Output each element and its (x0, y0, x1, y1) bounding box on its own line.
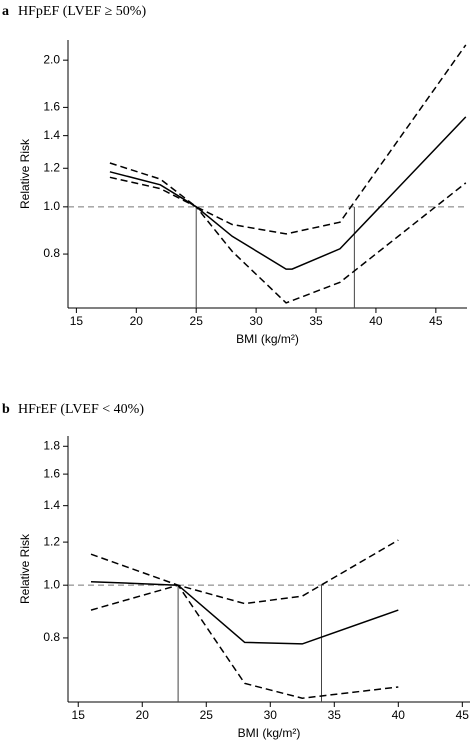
x-tick-label: 20 (136, 708, 150, 722)
x-tick-label: 30 (249, 314, 263, 328)
x-tick-label: 30 (264, 708, 278, 722)
y-tick-label: 1.0 (43, 199, 60, 213)
series-line (90, 539, 399, 605)
y-tick-label: 0.8 (43, 630, 60, 644)
y-tick-label: 1.2 (43, 160, 60, 174)
y-axis-label: Relative Risk (18, 138, 32, 209)
y-tick-label: 1.8 (43, 438, 60, 452)
x-tick-label: 45 (429, 314, 443, 328)
y-tick-label: 1.4 (43, 128, 60, 142)
series-line (109, 116, 467, 270)
x-tick-label: 40 (392, 708, 406, 722)
series-line (109, 44, 467, 235)
x-tick-label: 40 (369, 314, 383, 328)
series-line (90, 580, 399, 645)
x-tick-label: 35 (309, 314, 323, 328)
y-tick-label: 1.2 (43, 534, 60, 548)
x-axis-label: BMI (kg/m²) (238, 726, 301, 740)
y-tick-label: 1.6 (43, 100, 60, 114)
y-tick-label: 1.4 (43, 498, 60, 512)
y-tick-label: 1.0 (43, 577, 60, 591)
x-axis-label: BMI (kg/m²) (236, 332, 299, 346)
y-tick-label: 0.8 (43, 246, 60, 260)
x-tick-label: 35 (328, 708, 342, 722)
y-axis-label: Relative Risk (18, 533, 32, 604)
panel-title: HFrEF (LVEF < 40%) (18, 402, 144, 417)
panel-title: HFpEF (LVEF ≥ 50%) (18, 4, 146, 19)
series-line (90, 584, 399, 699)
y-tick-label: 1.6 (43, 466, 60, 480)
x-tick-label: 15 (72, 708, 86, 722)
panel-label: a (2, 4, 9, 19)
x-tick-label: 15 (70, 314, 84, 328)
x-tick-label: 20 (130, 314, 144, 328)
x-tick-label: 25 (200, 708, 214, 722)
x-tick-label: 45 (456, 708, 470, 722)
panel-label: b (2, 402, 10, 417)
x-tick-label: 25 (190, 314, 204, 328)
series-line (109, 176, 467, 304)
y-tick-label: 2.0 (43, 52, 60, 66)
